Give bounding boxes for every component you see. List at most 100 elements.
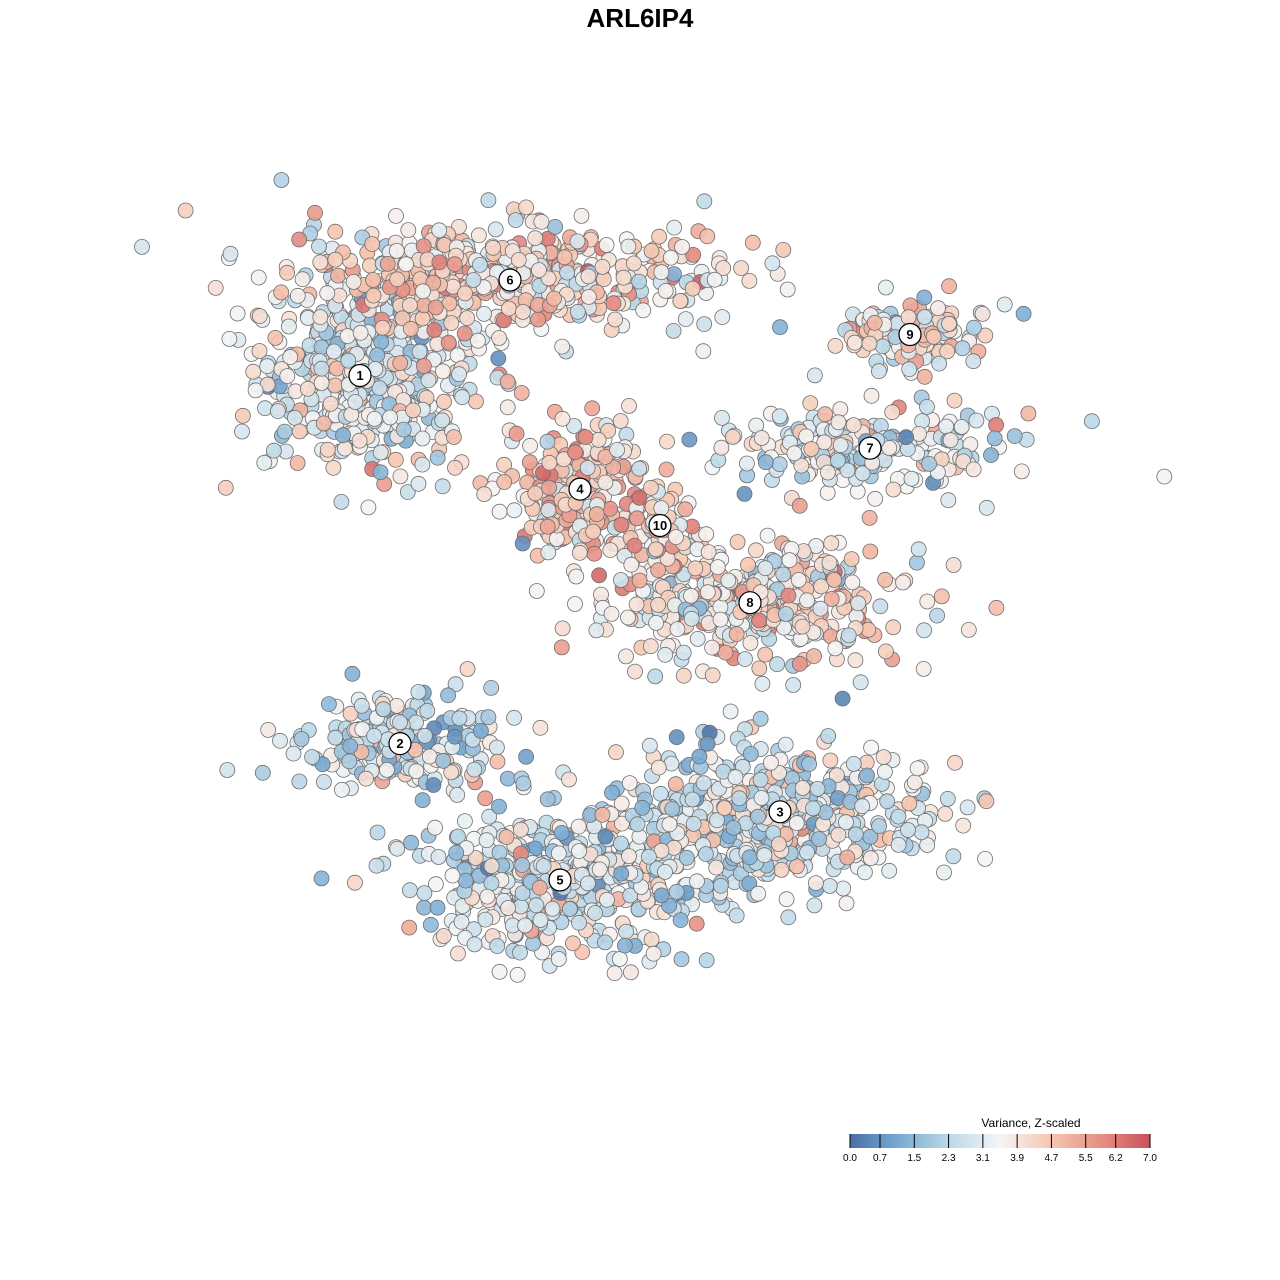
- data-point: [374, 319, 391, 336]
- data-point: [365, 272, 382, 288]
- data-point: [577, 429, 594, 446]
- data-point: [819, 484, 836, 501]
- cluster-label-text: 3: [776, 804, 783, 819]
- data-point: [411, 343, 428, 360]
- data-point: [366, 728, 383, 744]
- data-point: [500, 300, 517, 317]
- data-point: [366, 410, 383, 427]
- data-point: [838, 895, 855, 912]
- data-point: [881, 862, 898, 879]
- data-point: [434, 363, 451, 380]
- data-point: [862, 850, 879, 867]
- cluster-label-badge: [568, 477, 592, 501]
- data-point: [741, 875, 758, 892]
- data-point: [945, 848, 962, 865]
- data-point: [468, 393, 484, 410]
- data-point: [299, 380, 316, 397]
- data-point: [727, 769, 744, 786]
- data-point: [522, 437, 538, 454]
- data-point: [867, 490, 883, 507]
- data-point: [631, 460, 648, 477]
- data-point: [614, 815, 630, 832]
- data-point: [459, 310, 476, 327]
- data-point: [527, 230, 544, 247]
- data-point: [291, 423, 308, 440]
- data-point: [812, 600, 829, 617]
- color-legend: Variance, Z-scaled 0.0 0.7 1.5 2.3 3.1 3.9 4.7…: [843, 1116, 1157, 1164]
- data-point: [273, 172, 290, 188]
- data-point: [612, 413, 629, 429]
- data-point: [507, 212, 524, 229]
- data-point: [234, 407, 251, 424]
- data-point: [871, 363, 887, 380]
- data-point: [514, 857, 531, 873]
- data-point: [447, 676, 464, 693]
- cluster-label-badge: [348, 363, 372, 388]
- data-point: [704, 667, 721, 684]
- data-point: [414, 283, 431, 300]
- data-point: [665, 322, 682, 339]
- data-point: [919, 593, 936, 610]
- data-point: [289, 287, 306, 304]
- cluster-label-10: 10: [648, 513, 672, 538]
- data-point: [496, 474, 513, 490]
- data-point: [491, 798, 507, 815]
- data-point: [373, 334, 390, 350]
- data-point: [685, 816, 702, 832]
- data-point: [286, 409, 303, 426]
- data-point: [561, 771, 577, 788]
- cluster-label-4: 4: [568, 477, 592, 501]
- data-point: [826, 572, 843, 588]
- data-point: [320, 696, 337, 712]
- data-point: [699, 228, 716, 245]
- data-point: [466, 936, 483, 953]
- cluster-label-1: 1: [348, 363, 372, 388]
- data-point: [750, 808, 766, 825]
- data-point: [714, 409, 730, 426]
- data-point: [427, 819, 443, 836]
- data-point: [712, 877, 729, 894]
- data-point: [315, 415, 332, 432]
- data-point: [666, 219, 683, 236]
- data-point: [479, 888, 496, 905]
- data-point: [803, 441, 820, 457]
- data-point: [659, 433, 675, 450]
- data-point: [608, 744, 624, 761]
- data-point: [600, 422, 617, 439]
- cluster-label-6: 6: [498, 268, 522, 292]
- data-point: [658, 461, 675, 478]
- data-point: [629, 510, 645, 527]
- data-point: [566, 418, 582, 434]
- data-point: [769, 656, 785, 673]
- data-point: [476, 486, 493, 503]
- data-point: [750, 885, 767, 902]
- data-point: [751, 612, 768, 629]
- data-point: [571, 544, 588, 561]
- data-point: [720, 572, 737, 589]
- data-point: [722, 703, 739, 720]
- data-point: [657, 864, 673, 880]
- data-point: [772, 319, 788, 336]
- data-point: [285, 745, 302, 762]
- data-point: [753, 430, 770, 446]
- data-point: [650, 562, 667, 579]
- cluster-label-badge: [898, 322, 922, 347]
- data-point: [402, 320, 419, 337]
- data-point: [469, 332, 486, 349]
- data-point: [620, 238, 637, 255]
- data-point: [487, 221, 504, 238]
- cluster-label-text: 4: [576, 482, 584, 497]
- data-point: [706, 271, 723, 288]
- data-point: [885, 619, 902, 636]
- data-point: [811, 831, 827, 847]
- data-point: [863, 387, 880, 404]
- data-point: [650, 596, 667, 613]
- data-point: [861, 335, 878, 352]
- data-point: [698, 526, 715, 543]
- data-point: [756, 847, 773, 864]
- data-point: [621, 848, 637, 864]
- data-point: [532, 719, 549, 736]
- data-point: [806, 897, 823, 914]
- data-point: [457, 872, 474, 889]
- data-point: [431, 254, 448, 271]
